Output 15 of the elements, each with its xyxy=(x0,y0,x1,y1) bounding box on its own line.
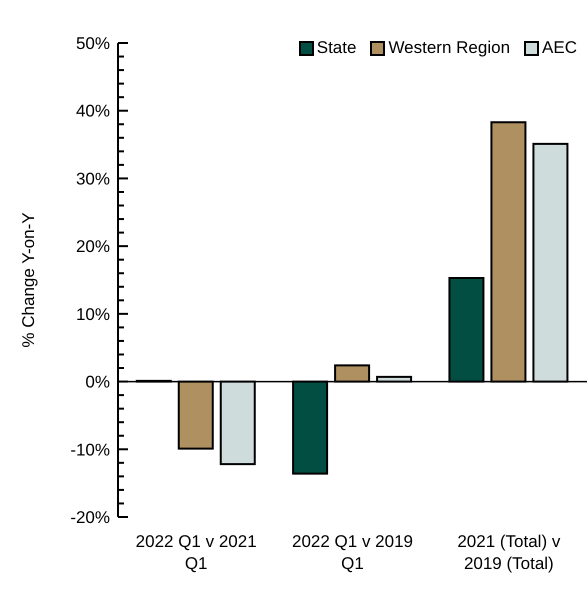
y-tick-label: 0% xyxy=(85,372,110,392)
y-tick-label: 40% xyxy=(76,102,110,121)
y-tick-label: 30% xyxy=(76,169,110,188)
legend-label: State xyxy=(316,38,356,58)
x-tick-label: 2021 (Total) v 2019 (Total) xyxy=(457,532,561,573)
legend-label: Western Region xyxy=(388,38,510,58)
y-tick-label: 10% xyxy=(76,304,110,324)
y-tick-label: -20% xyxy=(70,508,110,527)
y-tick-label: 50% xyxy=(76,34,110,53)
y-tick-label: 20% xyxy=(76,237,110,256)
x-tick-label: 2022 Q1 v 2021 Q1 xyxy=(136,532,257,573)
y-axis-title: % Change Y-on-Y xyxy=(19,212,38,348)
x-tick-label: 2022 Q1 v 2019 Q1 xyxy=(292,532,413,573)
y-tick-label: -10% xyxy=(70,440,110,460)
legend-label: AEC xyxy=(542,38,577,58)
